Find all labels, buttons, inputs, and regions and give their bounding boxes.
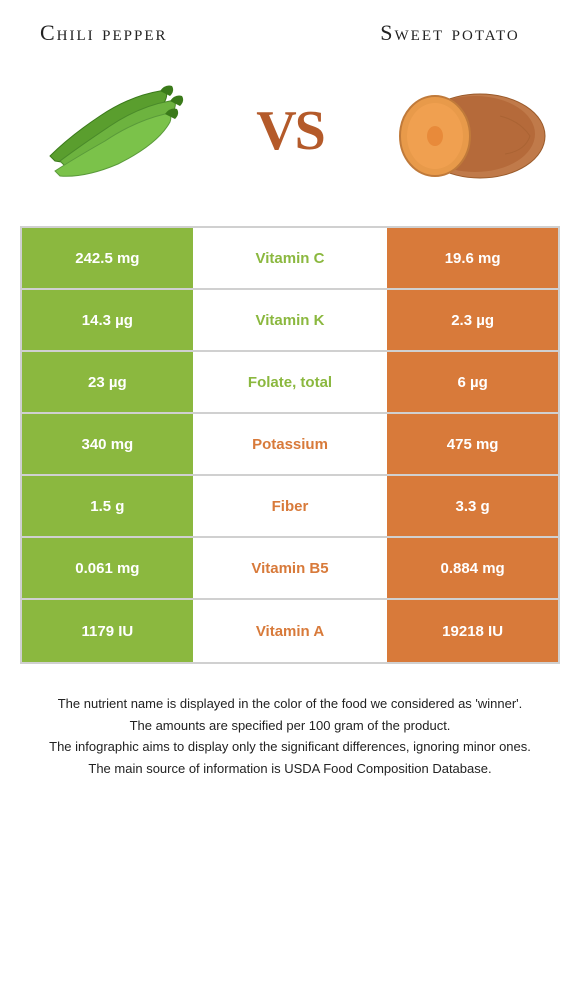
left-value: 340 mg bbox=[22, 414, 193, 474]
right-food-title: Sweet potato bbox=[360, 20, 540, 46]
left-value: 23 µg bbox=[22, 352, 193, 412]
chili-pepper-image bbox=[30, 66, 200, 196]
left-value: 242.5 mg bbox=[22, 228, 193, 288]
table-row: 1179 IUVitamin A19218 IU bbox=[22, 600, 558, 662]
nutrient-name: Vitamin B5 bbox=[193, 538, 388, 598]
left-value: 1179 IU bbox=[22, 600, 193, 662]
table-row: 340 mgPotassium475 mg bbox=[22, 414, 558, 476]
right-value: 475 mg bbox=[387, 414, 558, 474]
right-value: 0.884 mg bbox=[387, 538, 558, 598]
left-value: 1.5 g bbox=[22, 476, 193, 536]
right-value: 3.3 g bbox=[387, 476, 558, 536]
nutrient-name: Fiber bbox=[193, 476, 388, 536]
table-row: 0.061 mgVitamin B50.884 mg bbox=[22, 538, 558, 600]
left-food-title: Chili pepper bbox=[40, 20, 168, 46]
footnote-line: The main source of information is USDA F… bbox=[20, 759, 560, 779]
table-row: 1.5 gFiber3.3 g bbox=[22, 476, 558, 538]
right-value: 2.3 µg bbox=[387, 290, 558, 350]
table-row: 14.3 µgVitamin K2.3 µg bbox=[22, 290, 558, 352]
vs-text: VS bbox=[256, 99, 324, 163]
nutrient-name: Vitamin K bbox=[193, 290, 388, 350]
nutrient-table: 242.5 mgVitamin C19.6 mg14.3 µgVitamin K… bbox=[20, 226, 560, 664]
nutrient-name: Folate, total bbox=[193, 352, 388, 412]
table-row: 23 µgFolate, total6 µg bbox=[22, 352, 558, 414]
nutrient-name: Potassium bbox=[193, 414, 388, 474]
footnote-line: The amounts are specified per 100 gram o… bbox=[20, 716, 560, 736]
nutrient-name: Vitamin A bbox=[193, 600, 388, 662]
footnote-line: The infographic aims to display only the… bbox=[20, 737, 560, 757]
left-value: 14.3 µg bbox=[22, 290, 193, 350]
sweet-potato-image bbox=[380, 66, 550, 196]
footnotes: The nutrient name is displayed in the co… bbox=[20, 694, 560, 778]
nutrient-name: Vitamin C bbox=[193, 228, 388, 288]
footnote-line: The nutrient name is displayed in the co… bbox=[20, 694, 560, 714]
right-value: 19.6 mg bbox=[387, 228, 558, 288]
right-value: 6 µg bbox=[387, 352, 558, 412]
left-value: 0.061 mg bbox=[22, 538, 193, 598]
images-row: VS bbox=[0, 56, 580, 226]
right-value: 19218 IU bbox=[387, 600, 558, 662]
header: Chili pepper Sweet potato bbox=[0, 0, 580, 56]
table-row: 242.5 mgVitamin C19.6 mg bbox=[22, 228, 558, 290]
